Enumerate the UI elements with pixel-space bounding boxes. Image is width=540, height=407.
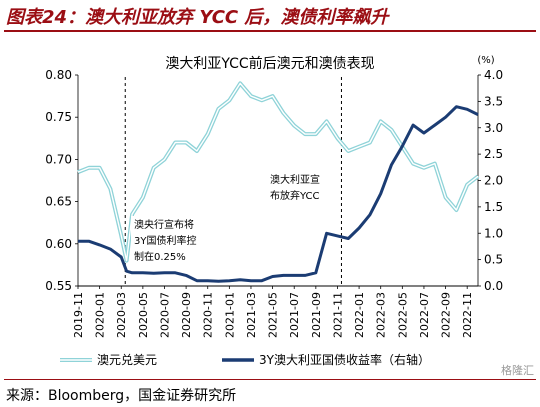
right-tick-label: 0.0 [484, 279, 503, 293]
annotation-bg [131, 216, 207, 266]
x-tick-label: 2020-03 [115, 292, 128, 338]
left-tick-label: 0.75 [45, 110, 72, 124]
right-tick-label: 3.5 [484, 94, 503, 108]
source-note: 来源：Bloomberg，国金证券研究所 [6, 388, 237, 404]
right-tick-label: 0.5 [484, 253, 503, 267]
figure-title: 图表24：澳大利亚放弃 YCC 后，澳债利率飙升 [6, 7, 389, 28]
x-tick-label: 2020-07 [158, 292, 171, 338]
axes: 0.55 0.60 0.65 0.70 0.75 0.80 0.0 0.5 1.0 1.5 2.0 2… [45, 68, 503, 338]
x-tick-label: 2022-03 [375, 292, 388, 338]
right-tick-label: 1.0 [484, 226, 503, 240]
right-tick-label: 1.5 [484, 200, 503, 214]
left-tick-label: 0.55 [45, 279, 72, 293]
x-tick-label: 2019-11 [72, 292, 85, 338]
annotation-text: 制在0.25% [134, 250, 186, 263]
bond-series [78, 105, 479, 283]
x-tick-label: 2022-11 [461, 292, 474, 338]
annotation-text: 澳央行宣布将 [134, 218, 194, 231]
right-tick-label: 3.0 [484, 121, 503, 135]
annotation-text: 布放弃YCC [270, 189, 320, 202]
legend-label-aud: 澳元兑美元 [97, 353, 157, 367]
legend: 澳元兑美元 3Y澳大利亚国债收益率（右轴） [60, 352, 430, 367]
right-tick-label: 2.0 [484, 174, 503, 188]
x-tick-label: 2021-05 [267, 292, 280, 338]
footer-rule [4, 379, 536, 380]
left-tick-label: 0.80 [45, 68, 72, 82]
x-tick-label: 2020-11 [202, 292, 215, 338]
title-rule [4, 30, 536, 32]
annotation-text: 3Y国债利率控 [134, 234, 196, 247]
right-axis-unit: (%) [477, 55, 494, 66]
x-tick-label: 2021-11 [331, 292, 344, 338]
x-tick-label: 2020-09 [180, 292, 193, 338]
right-tick-label: 4.0 [484, 68, 503, 82]
left-tick-label: 0.70 [45, 152, 72, 166]
x-tick-label: 2022-01 [353, 292, 366, 338]
x-tick-label: 2020-05 [137, 292, 150, 338]
x-tick-label: 2021-09 [310, 292, 323, 338]
x-tick-label: 2021-03 [245, 292, 258, 338]
watermark: 格隆汇 [501, 364, 534, 377]
legend-label-bond: 3Y澳大利亚国债收益率（右轴） [259, 352, 430, 367]
aud-line-inner [77, 82, 479, 262]
chart-title: 澳大利亚YCC前后澳元和澳债表现 [165, 55, 374, 72]
left-tick-label: 0.60 [45, 237, 72, 251]
x-tick-label: 2022-07 [418, 292, 431, 338]
annotation-bg [267, 171, 333, 205]
left-tick-label: 0.65 [45, 195, 72, 209]
aud-series [77, 81, 480, 263]
x-tick-label: 2022-05 [396, 292, 409, 338]
annotation-text: 澳大利亚宣 [270, 173, 320, 186]
right-tick-label: 2.5 [484, 147, 503, 161]
bond-line [78, 105, 479, 283]
x-tick-label: 2020-01 [94, 292, 107, 338]
x-tick-label: 2021-01 [223, 292, 236, 338]
x-tick-label: 2021-07 [288, 292, 301, 338]
x-tick-label: 2022-09 [440, 292, 453, 338]
